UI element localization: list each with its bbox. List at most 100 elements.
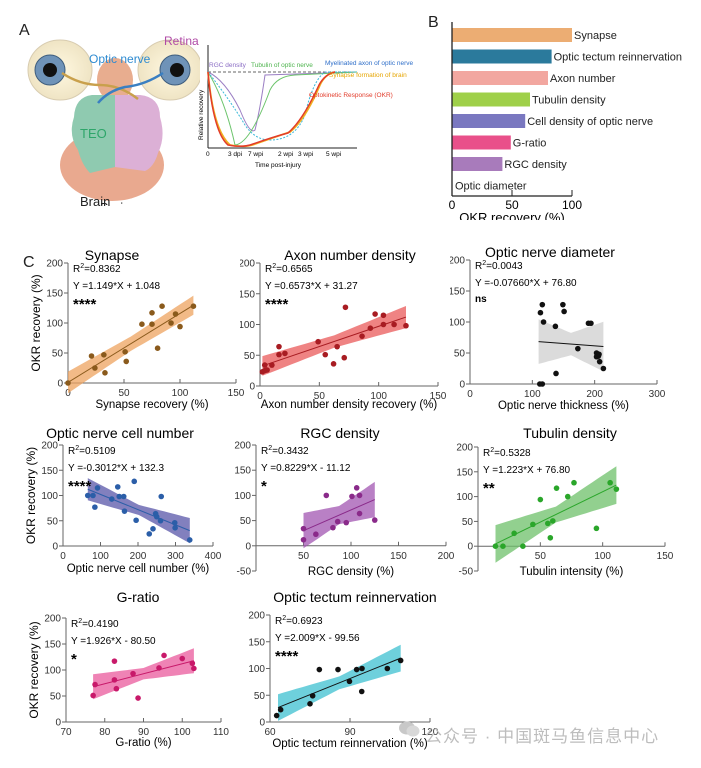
data-point — [343, 519, 350, 526]
curve-synapse — [207, 71, 336, 148]
y-tick-label: 100 — [46, 319, 63, 330]
y-tick-label: 50 — [244, 351, 256, 362]
significance-marker: **** — [265, 296, 289, 313]
panel-label-b: B — [428, 14, 439, 31]
bar-tubulin-density — [452, 92, 530, 107]
data-point — [149, 310, 155, 316]
x-tick-label: 300 — [649, 389, 666, 400]
x-tick-label: 0 — [65, 388, 71, 399]
data-point — [121, 508, 128, 514]
timeline-x-tick: 0 — [206, 151, 210, 158]
left-tectum — [71, 95, 115, 173]
plot-title: Optic nerve diameter — [485, 244, 615, 260]
x-tick-label: 0 — [257, 391, 263, 402]
x-tick-label: 110 — [213, 727, 229, 738]
y-tick-label: 50 — [52, 349, 64, 360]
y-tick-label: 150 — [44, 640, 61, 651]
y-axis-label: OKR recovery (%) — [24, 447, 38, 544]
data-point — [264, 367, 270, 373]
data-point — [315, 338, 321, 345]
bar-synapse — [452, 28, 572, 42]
data-point — [552, 323, 559, 330]
bar-label: Synapse — [574, 30, 617, 42]
regression-equation: Y =-0.07660*X + 76.80 — [475, 278, 577, 289]
significance-marker: ns — [475, 294, 487, 305]
legend-rgc-density: RGC density — [209, 62, 247, 69]
y-tick-label: 200 — [44, 614, 61, 625]
y-tick-label: 50 — [254, 691, 266, 702]
x-tick-label: 100 — [92, 551, 109, 562]
y-tick-label: 100 — [234, 491, 251, 502]
data-point — [277, 706, 284, 713]
regression-line — [67, 304, 194, 383]
scatter-axon-number-density: Axon number density 0 50 100 150 200 0 50 100 150… — [240, 247, 447, 411]
r-squared-label: R2=0.5109 — [68, 445, 116, 457]
y-tick-label: 50 — [462, 517, 474, 528]
data-point — [511, 530, 517, 537]
bar-cell-density-of-optic-nerve — [452, 114, 526, 128]
regression-equation: Y =0.6573*X + 31.27 — [265, 281, 358, 292]
plot-title: Axon number density — [284, 247, 416, 263]
data-point — [88, 353, 95, 359]
timeline-x-tick: 7 wpi — [248, 151, 263, 158]
data-point — [372, 311, 378, 317]
data-point — [171, 519, 178, 526]
plot-title: G-ratio — [117, 589, 160, 605]
data-point — [172, 311, 179, 317]
data-point — [500, 543, 506, 549]
y-tick-label: 200 — [450, 256, 465, 267]
scatter-optic-nerve-cell-number: Optic nerve cell number 0 50 100 150 200 0 100 2… — [24, 425, 222, 575]
data-point — [596, 351, 602, 358]
data-point — [101, 352, 107, 358]
data-point — [334, 343, 340, 350]
left-pupil — [43, 63, 57, 77]
x-tick-label: 150 — [228, 388, 245, 399]
data-point — [111, 677, 118, 683]
timeline-x-tick: 2 wpi — [278, 151, 293, 158]
y-tick-label: 0 — [52, 542, 58, 553]
data-point — [330, 361, 337, 367]
data-point — [359, 333, 365, 339]
data-point — [323, 492, 330, 499]
x-tick-label: 70 — [60, 727, 72, 738]
x-tick-label: 90 — [344, 727, 356, 738]
plot-title: Optic tectum reinnervation — [273, 589, 436, 605]
panel-label-c: C — [23, 254, 35, 271]
data-point — [359, 665, 365, 672]
y-tick-label: 0 — [245, 541, 251, 552]
data-point — [108, 496, 115, 502]
x-tick-label: 100 — [370, 391, 387, 402]
x-tick-label: 90 — [138, 727, 150, 738]
timeline-x-tick: 3 wpi — [298, 151, 313, 158]
optic-nerve-left — [61, 71, 139, 100]
bar-label: Cell density of optic nerve — [527, 116, 653, 128]
b-x-tick-label: 50 — [505, 198, 519, 212]
data-point — [539, 381, 546, 387]
y-tick-label: 150 — [234, 466, 251, 477]
data-point — [358, 688, 365, 695]
bar-label: Optic diameter — [455, 181, 527, 193]
x-tick-label: 300 — [167, 551, 184, 562]
data-point — [139, 321, 145, 327]
timeline-x-tick: 5 wpi — [326, 151, 341, 158]
legend-myelinated-axon: Myelinated axon of optic nerve — [325, 60, 414, 67]
b-xlabel: OKR recovery (%) — [459, 210, 564, 220]
data-point — [547, 534, 554, 541]
data-point — [273, 712, 280, 719]
data-point — [161, 652, 167, 659]
y-tick-label: 0 — [467, 542, 473, 553]
data-point — [537, 309, 544, 316]
y-tick-label: 100 — [450, 318, 465, 329]
x-tick-label: 0 — [467, 389, 473, 400]
data-point — [309, 692, 316, 699]
data-point — [588, 320, 594, 327]
r-squared-label: R2=0.6565 — [265, 263, 313, 275]
r-squared-label: R2=0.5328 — [483, 447, 531, 459]
data-point — [102, 370, 108, 376]
b-x-tick-label: 0 — [449, 198, 456, 212]
regression-line — [277, 657, 401, 709]
x-tick-label: 100 — [524, 389, 541, 400]
data-point — [560, 301, 566, 308]
wechat-icon — [399, 721, 420, 737]
data-point — [177, 323, 183, 330]
